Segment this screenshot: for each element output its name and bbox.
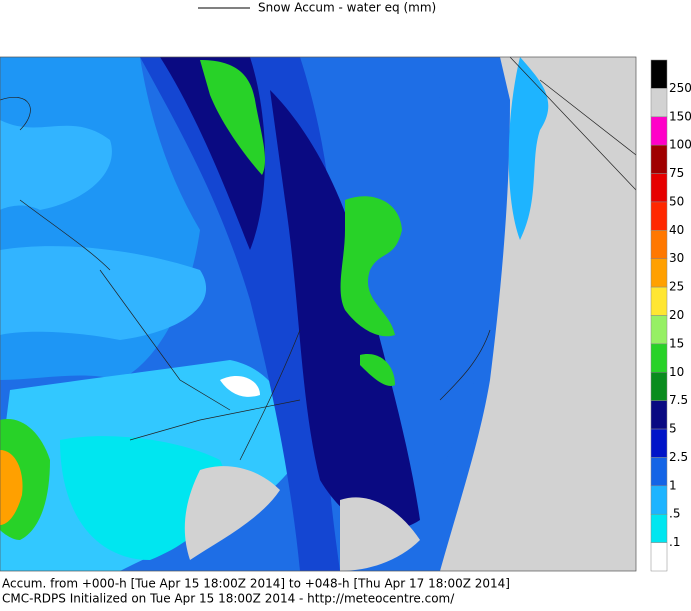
colorbar-swatch <box>650 258 668 288</box>
colorbar-label: 2.5 <box>669 450 688 464</box>
colorbar: 250 150 100 75 50 40 30 25 20 15 10 7.5 5 2.5 1 .5 .1 <box>650 59 691 572</box>
colorbar-swatch <box>650 428 668 458</box>
footer-line: CMC-RDPS Initialized on Tue Apr 15 18:00… <box>2 592 455 606</box>
legend-title: Snow Accum - water eq (mm) <box>258 1 436 15</box>
colorbar-label: 20 <box>669 308 684 322</box>
colorbar-swatch <box>650 343 668 373</box>
colorbar-swatch <box>650 286 668 316</box>
colorbar-label: 40 <box>669 223 684 237</box>
colorbar-label: 30 <box>669 251 684 265</box>
colorbar-swatch <box>650 513 668 543</box>
colorbar-label: 5 <box>669 422 677 436</box>
colorbar-swatch <box>650 88 668 118</box>
colorbar-swatch <box>650 59 668 89</box>
colorbar-label: 7.5 <box>669 393 688 407</box>
colorbar-label: 15 <box>669 336 684 350</box>
colorbar-swatch <box>650 457 668 487</box>
colorbar-swatch <box>650 372 668 401</box>
colorbar-swatch <box>650 201 668 231</box>
colorbar-label: .5 <box>669 507 680 521</box>
map <box>0 56 637 572</box>
colorbar-label: 250 <box>669 81 691 95</box>
footer-line: Accum. from +000-h [Tue Apr 15 18:00Z 20… <box>2 577 510 591</box>
colorbar-swatch <box>650 230 668 259</box>
colorbar-label: 75 <box>669 166 684 180</box>
colorbar-label: 1 <box>669 478 677 492</box>
colorbar-swatch <box>650 400 668 430</box>
colorbar-swatch <box>650 542 668 572</box>
colorbar-label: 50 <box>669 194 684 208</box>
colorbar-label: .1 <box>669 535 680 549</box>
colorbar-swatch <box>650 485 668 515</box>
colorbar-swatch <box>650 315 668 345</box>
colorbar-swatch <box>650 116 668 146</box>
colorbar-label: 10 <box>669 365 684 379</box>
colorbar-swatch <box>650 144 668 174</box>
colorbar-label: 100 <box>669 138 691 152</box>
colorbar-label: 150 <box>669 109 691 123</box>
colorbar-label: 25 <box>669 280 684 294</box>
colorbar-swatch <box>650 173 668 203</box>
